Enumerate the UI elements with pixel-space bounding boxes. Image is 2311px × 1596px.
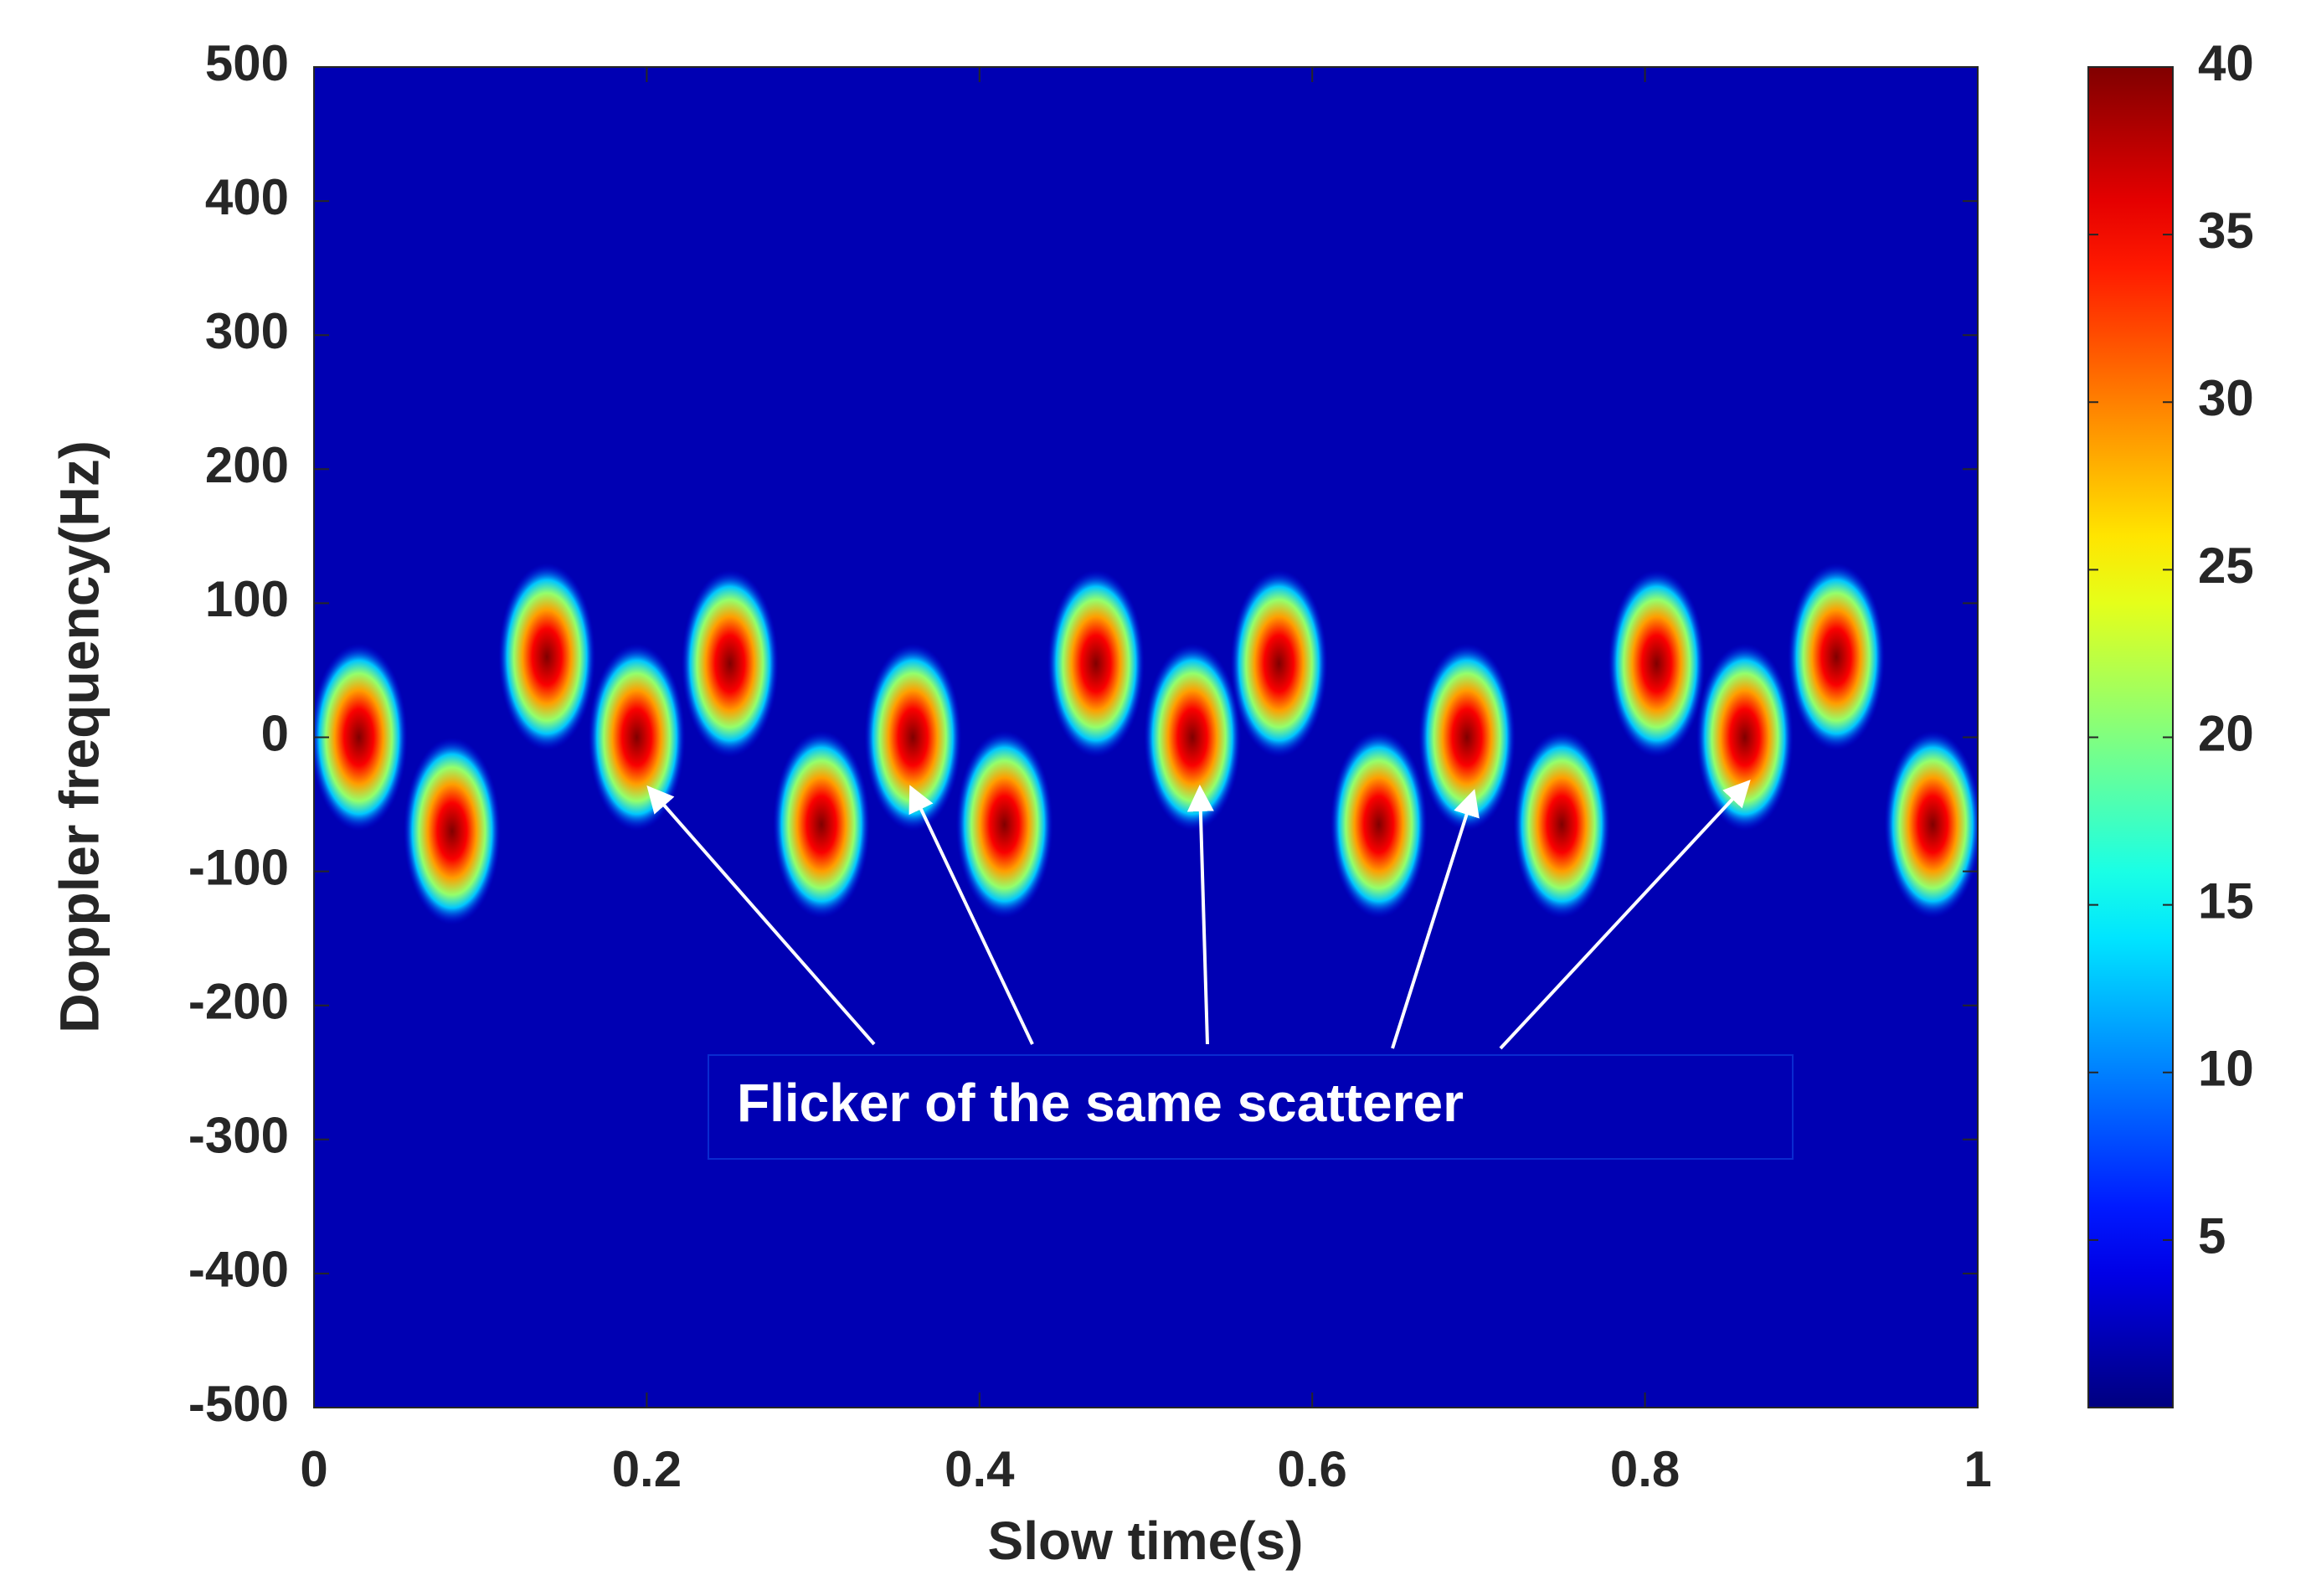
y-axis-label: Doppler frequency(Hz) bbox=[48, 440, 110, 1033]
colorbar-tick-label: 35 bbox=[2198, 203, 2254, 259]
heatmap-peak bbox=[1418, 643, 1516, 831]
x-tick-label: 0.6 bbox=[1277, 1441, 1346, 1497]
peaks bbox=[314, 563, 1978, 925]
heatmap-peak bbox=[681, 569, 779, 758]
annotation-group: Flicker of the same scatterer bbox=[646, 780, 1794, 1160]
y-tick-label: -100 bbox=[188, 839, 289, 895]
y-tick-label: -200 bbox=[188, 974, 289, 1030]
arrow bbox=[1391, 789, 1480, 1049]
heatmap-peak bbox=[955, 730, 1053, 919]
heatmap-peak bbox=[1047, 569, 1145, 758]
colorbar-tick-label: 10 bbox=[2198, 1041, 2254, 1097]
heatmap-peak bbox=[588, 643, 686, 831]
heatmap-peak bbox=[1230, 569, 1328, 758]
arrow bbox=[908, 785, 1034, 1045]
heatmap-peak bbox=[498, 563, 596, 751]
x-tick-label: 0.8 bbox=[1610, 1441, 1680, 1497]
heatmap-peak bbox=[773, 730, 871, 919]
y-tick-label: 500 bbox=[205, 35, 289, 91]
heatmap-peak bbox=[314, 643, 408, 831]
y-tick-label: 100 bbox=[205, 571, 289, 627]
heatmap-peak bbox=[1608, 569, 1706, 758]
y-tick-label: 0 bbox=[261, 705, 289, 761]
arrow bbox=[1186, 785, 1214, 1045]
x-tick-label: 0.2 bbox=[612, 1441, 682, 1497]
x-axis-label: Slow time(s) bbox=[988, 1511, 1304, 1571]
x-tick-label: 1 bbox=[1964, 1441, 1991, 1497]
heatmap-peak bbox=[1884, 730, 1978, 919]
y-tick-label: -500 bbox=[188, 1376, 289, 1432]
colorbar-tick-label: 20 bbox=[2198, 705, 2254, 761]
colorbar-tick-label: 15 bbox=[2198, 873, 2254, 929]
colorbar bbox=[2087, 66, 2174, 1408]
heatmap-peak bbox=[403, 737, 501, 925]
x-tick-label: 0 bbox=[300, 1441, 327, 1497]
heatmap-peak bbox=[1513, 730, 1611, 919]
y-tick-label: -300 bbox=[188, 1108, 289, 1164]
x-tick-label: 0.4 bbox=[944, 1441, 1015, 1497]
y-tick-label: 400 bbox=[205, 169, 289, 225]
y-tick-label: 300 bbox=[205, 303, 289, 359]
colorbar-tick-label: 25 bbox=[2198, 538, 2254, 594]
y-tick-label: 200 bbox=[205, 437, 289, 493]
plot-area bbox=[313, 66, 1979, 1408]
arrow bbox=[646, 785, 876, 1046]
colorbar-tick-label: 30 bbox=[2198, 370, 2254, 426]
heatmap-peak bbox=[1696, 643, 1794, 831]
y-tick-label: -400 bbox=[188, 1242, 289, 1298]
colorbar-tick-label: 40 bbox=[2198, 35, 2254, 91]
heatmap-peak bbox=[1788, 563, 1886, 751]
arrow bbox=[1499, 780, 1751, 1050]
heatmap-peak bbox=[1144, 643, 1242, 831]
heatmap-peak bbox=[1330, 730, 1428, 919]
heatmap-peak bbox=[864, 643, 962, 831]
colorbar-tick-label: 5 bbox=[2198, 1208, 2226, 1264]
annotation-box bbox=[708, 1054, 1794, 1160]
annotation: Flicker of the same scatterer bbox=[737, 1073, 1464, 1133]
